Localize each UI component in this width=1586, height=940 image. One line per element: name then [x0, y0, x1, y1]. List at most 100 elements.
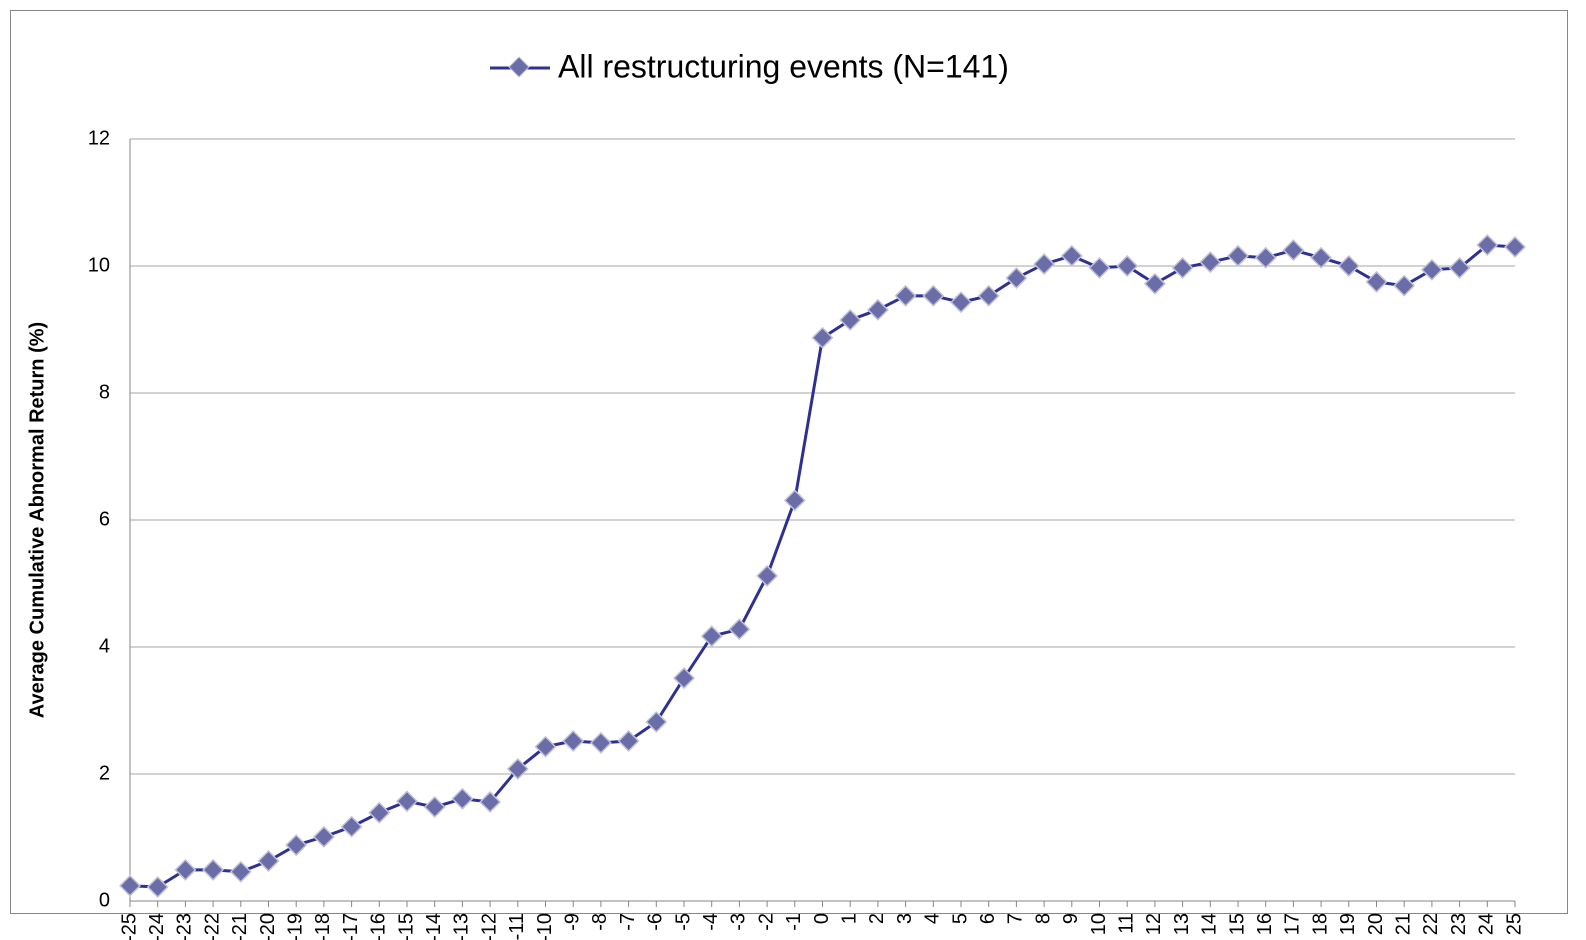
point — [1116, 255, 1139, 277]
y-tick-label: 2 — [99, 762, 110, 784]
point — [202, 858, 225, 881]
x-tick-label: 21 — [1392, 913, 1414, 935]
point — [1033, 253, 1056, 276]
point — [1420, 258, 1443, 281]
x-tick-label: -16 — [368, 913, 390, 940]
point — [506, 757, 529, 780]
point — [1476, 234, 1499, 257]
x-tick-label: -14 — [423, 913, 445, 940]
point — [119, 874, 141, 897]
x-tick-label: -13 — [451, 913, 473, 940]
x-tick-label: -23 — [174, 913, 196, 940]
x-tick-label: 5 — [949, 913, 971, 924]
x-tick-label: 14 — [1199, 913, 1221, 935]
x-tick-label: 0 — [811, 913, 833, 924]
x-tick-label: 24 — [1476, 913, 1498, 935]
x-tick-label: 6 — [977, 913, 999, 924]
point — [922, 284, 945, 307]
x-tick-label: 23 — [1448, 913, 1470, 935]
point — [1282, 239, 1305, 262]
y-tick-label: 12 — [88, 127, 110, 149]
x-tick-label: 17 — [1282, 913, 1304, 935]
point — [589, 731, 612, 754]
point — [617, 730, 640, 752]
point — [1365, 270, 1388, 293]
chart-frame — [10, 10, 1568, 914]
x-tick-label: -2 — [755, 913, 777, 931]
point — [673, 667, 695, 690]
x-tick-label: 15 — [1226, 913, 1248, 935]
point — [783, 489, 806, 512]
y-axis-label: Average Cumulative Abnormal Return (%) — [26, 322, 48, 718]
x-tick-label: -22 — [201, 913, 223, 940]
point — [340, 815, 363, 838]
x-tick-label: 8 — [1032, 913, 1054, 924]
y-tick-label: 6 — [99, 508, 110, 530]
point — [451, 787, 474, 810]
x-tick-label: -15 — [395, 913, 417, 940]
x-tick-label: 1 — [838, 913, 860, 924]
point — [1227, 244, 1249, 267]
point — [977, 284, 1000, 307]
x-tick-label: -6 — [645, 913, 667, 931]
point — [1337, 255, 1360, 277]
x-tick-label: -10 — [534, 913, 556, 940]
x-tick-label: 3 — [894, 913, 916, 924]
point — [839, 309, 862, 331]
x-tick-label: 16 — [1254, 913, 1276, 935]
y-tick-label: 4 — [99, 635, 110, 657]
x-tick-label: 13 — [1171, 913, 1193, 935]
x-tick-label: 11 — [1115, 913, 1137, 934]
x-tick-label: 4 — [922, 913, 944, 924]
point — [700, 625, 723, 648]
x-tick-label: 22 — [1420, 913, 1442, 935]
point — [645, 710, 668, 733]
point — [257, 850, 280, 872]
x-tick-label: -7 — [617, 913, 639, 931]
point — [1171, 256, 1194, 279]
point — [866, 298, 889, 321]
x-tick-label: 12 — [1143, 913, 1165, 935]
x-tick-label: -8 — [589, 913, 611, 931]
point — [229, 860, 252, 883]
x-tick-label: -21 — [229, 913, 251, 940]
x-tick-label: -1 — [783, 913, 805, 931]
x-tick-label: -20 — [257, 913, 279, 940]
x-tick-label: 25 — [1503, 913, 1525, 935]
y-tick-label: 10 — [88, 254, 110, 276]
point — [396, 790, 418, 813]
x-tick-label: -17 — [340, 913, 362, 940]
x-tick-label: -19 — [284, 913, 306, 940]
point — [1448, 256, 1471, 279]
x-tick-label: 2 — [866, 913, 888, 924]
legend-marker — [508, 56, 530, 78]
y-tick-label: 8 — [99, 381, 110, 403]
point — [950, 291, 972, 314]
point — [174, 858, 197, 881]
x-tick-label: 10 — [1088, 913, 1110, 935]
point — [1254, 246, 1277, 269]
point — [423, 796, 446, 818]
point — [1060, 244, 1083, 267]
point — [1310, 246, 1333, 269]
x-tick-label: -9 — [561, 913, 583, 931]
y-tick-label: 0 — [99, 889, 110, 911]
x-tick-label: -5 — [672, 913, 694, 931]
point — [562, 730, 585, 752]
x-tick-label: 19 — [1337, 913, 1359, 935]
x-tick-label: -11 — [506, 913, 528, 940]
point — [1088, 256, 1111, 279]
point — [756, 564, 779, 587]
x-tick-label: -25 — [118, 913, 140, 940]
x-tick-label: -18 — [312, 913, 334, 940]
x-tick-label: -12 — [478, 913, 500, 940]
x-tick-label: 18 — [1309, 913, 1331, 935]
legend-label: All restructuring events (N=141) — [558, 48, 1009, 84]
point — [1199, 251, 1222, 274]
point — [534, 735, 557, 758]
point — [368, 801, 391, 824]
point — [1143, 272, 1166, 295]
point — [1005, 267, 1028, 290]
point — [811, 326, 834, 349]
